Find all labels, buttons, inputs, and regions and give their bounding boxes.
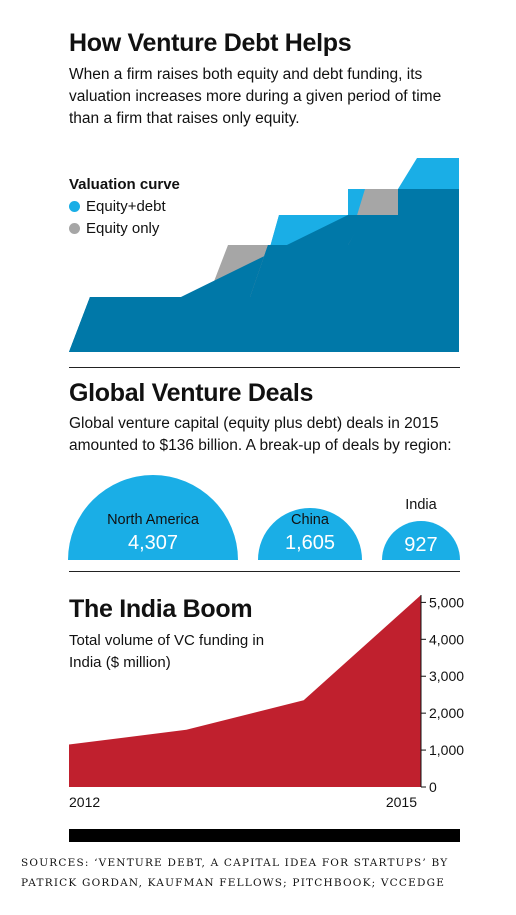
section2-description: Global venture capital (equity plus debt… [69, 415, 452, 454]
bubble-name-india: India [405, 496, 437, 513]
y-tick-label: 3,000 [429, 668, 464, 684]
india-vc-funding-chart: 0 1,000 2,000 3,000 4,000 5,000 2012 2015 [69, 594, 464, 810]
sources-note: Sources: ‘Venture Debt, A Capital Idea f… [21, 857, 449, 889]
bubble-value-north-america: 4,307 [127, 532, 179, 554]
y-tick-label: 2,000 [429, 705, 464, 721]
x-tick-label: 2012 [69, 794, 100, 810]
y-tick-label: 4,000 [429, 631, 464, 647]
bubble-name-china: China [291, 512, 329, 528]
bubble-value-china: 1,605 [284, 532, 336, 554]
bubble-name-north-america: North America [107, 512, 199, 528]
x-tick-label: 2015 [386, 794, 417, 810]
section1-description: When a firm raises both equity and debt … [69, 66, 442, 127]
section3-title: The India Boom [69, 595, 253, 623]
legend-label-equity-only: Equity only [86, 220, 160, 237]
footer-bar [69, 829, 460, 842]
y-tick-label: 1,000 [429, 742, 464, 758]
legend-swatch-equity-debt [69, 201, 80, 212]
legend-swatch-equity-only [69, 223, 80, 234]
india-funding-area [69, 595, 421, 787]
bubble-value-india: 927 [404, 534, 438, 556]
legend-item-equity-only: Equity only [69, 220, 159, 237]
y-tick-label: 0 [429, 779, 437, 795]
section-divider-1 [69, 367, 460, 368]
section3-description: Total volume of VC funding in India ($ m… [69, 632, 265, 671]
valuation-curve-chart [69, 158, 459, 352]
valuation-curve-overlap [69, 215, 366, 352]
regional-deals-bubbles: North America 4,307 China 1,605 India 927 [0, 460, 516, 570]
section1-title: How Venture Debt Helps [69, 29, 352, 57]
y-tick-label: 5,000 [429, 594, 464, 610]
legend-title: Valuation curve [69, 176, 180, 193]
section-divider-2 [69, 571, 460, 572]
valuation-curve-overlap-main [69, 189, 459, 352]
section2-title: Global Venture Deals [69, 379, 314, 407]
legend-label-equity-debt: Equity+debt [86, 198, 166, 215]
legend-item-equity-debt: Equity+debt [69, 198, 166, 215]
